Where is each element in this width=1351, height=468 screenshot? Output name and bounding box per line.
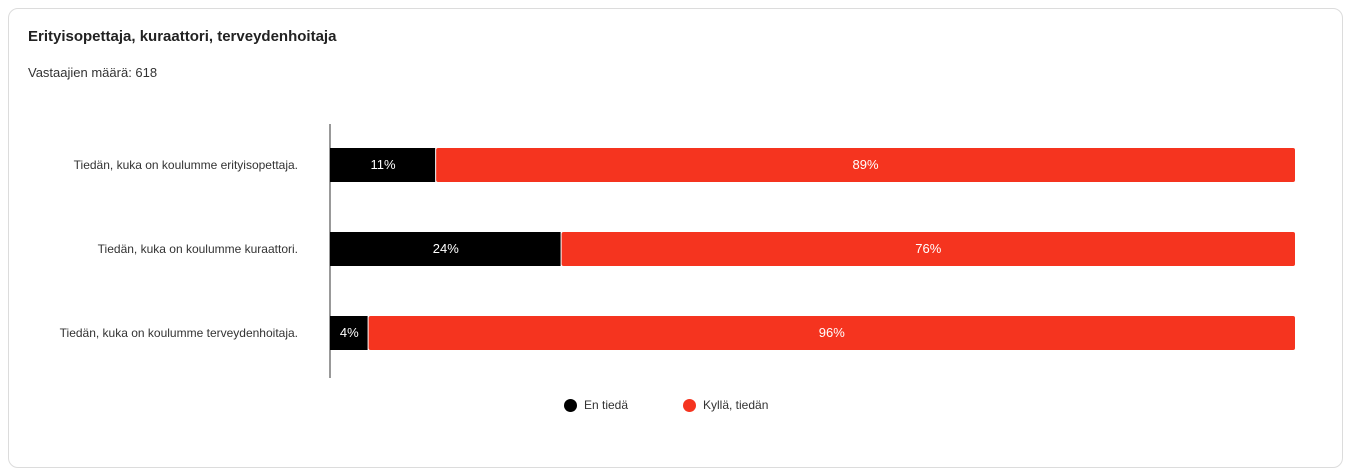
data-label: 96%: [819, 325, 845, 340]
legend-item-en-tieda[interactable]: En tiedä: [564, 398, 628, 412]
data-label: 89%: [853, 157, 879, 172]
bar-segment[interactable]: [368, 316, 1296, 350]
bar-segment[interactable]: [561, 232, 1295, 266]
legend-item-kylla-tiedan[interactable]: Kyllä, tiedän: [683, 398, 768, 412]
chart-title: Erityisopettaja, kuraattori, terveydenho…: [28, 28, 337, 45]
bar-segment[interactable]: [330, 148, 436, 182]
category-label: Tiedän, kuka on koulumme terveydenhoitaj…: [60, 326, 298, 340]
chart-legend: En tiedä Kyllä, tiedän: [0, 398, 1351, 418]
data-label: 24%: [433, 241, 459, 256]
data-label: 11%: [371, 157, 396, 172]
bar-segment[interactable]: [330, 316, 368, 350]
legend-dot-icon: [683, 398, 696, 412]
data-label: 76%: [915, 241, 941, 256]
data-label: 4%: [340, 325, 359, 340]
bar-segment[interactable]: [436, 148, 1295, 182]
stacked-bar-chart: Tiedän, kuka on koulumme erityisopettaja…: [60, 124, 1296, 378]
bar-segment[interactable]: [330, 232, 561, 266]
respondent-count: Vastaajien määrä: 618: [28, 65, 158, 80]
legend-dot-icon: [564, 398, 577, 412]
legend-label: En tiedä: [584, 398, 629, 412]
legend-label: Kyllä, tiedän: [703, 398, 769, 412]
category-label: Tiedän, kuka on koulumme erityisopettaja…: [74, 158, 298, 172]
category-label: Tiedän, kuka on koulumme kuraattori.: [98, 242, 298, 256]
